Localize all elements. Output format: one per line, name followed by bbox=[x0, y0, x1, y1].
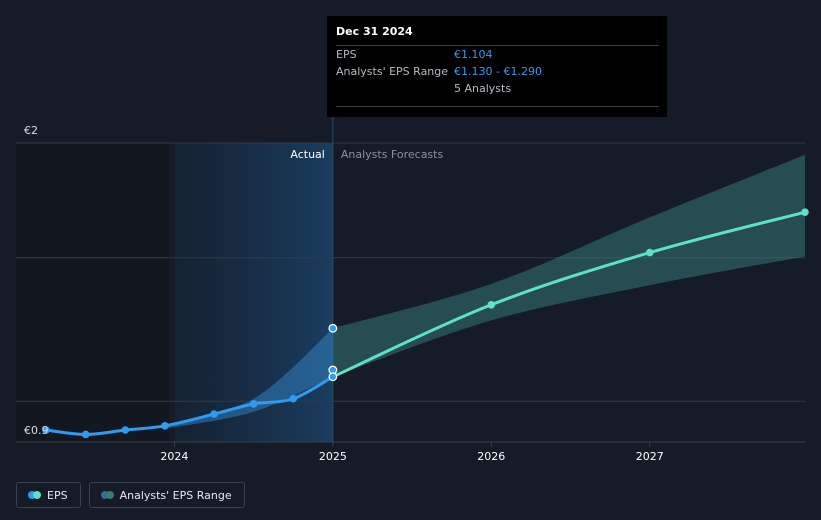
x-axis-ticks: 2024 2025 2026 2027 bbox=[160, 442, 664, 463]
eps-point-0[interactable] bbox=[42, 426, 50, 434]
tooltip-eps-row: EPS €1.104 bbox=[336, 45, 659, 63]
tooltip-range-row: Analysts' EPS Range €1.130 - €1.290 bbox=[336, 63, 659, 80]
eps-range-actual-band bbox=[164, 328, 333, 429]
tooltip-analysts-count: 5 Analysts bbox=[454, 82, 512, 95]
gridlines bbox=[16, 142, 805, 402]
legend: EPS Analysts' EPS Range bbox=[16, 482, 245, 508]
eps-point-6[interactable] bbox=[289, 394, 298, 403]
legend-eps-icon bbox=[28, 491, 41, 499]
eps-point-2[interactable] bbox=[121, 426, 130, 434]
highlight-point-2[interactable] bbox=[328, 372, 338, 382]
legend-eps-range-icon bbox=[100, 491, 114, 499]
eps-forecast-point-1[interactable] bbox=[645, 248, 654, 257]
legend-eps-label: EPS bbox=[47, 488, 68, 502]
actual-label: Actual bbox=[290, 148, 324, 161]
x-tick-label-3: 2027 bbox=[636, 450, 664, 463]
eps-forecast-point-2[interactable] bbox=[801, 208, 809, 216]
tooltip-range-label: Analysts' EPS Range bbox=[336, 65, 449, 78]
y-axis-ticks: €2 €0.9 bbox=[24, 124, 49, 437]
tooltip-analysts-row: 5 Analysts bbox=[336, 80, 659, 107]
x-tick-label-0: 2024 bbox=[160, 450, 188, 463]
highlight-point-0[interactable] bbox=[328, 323, 338, 333]
actual-region bbox=[174, 143, 333, 442]
legend-eps-range-label: Analysts' EPS Range bbox=[119, 488, 232, 502]
eps-point-1[interactable] bbox=[81, 430, 90, 439]
eps-forecast-point-0[interactable] bbox=[487, 300, 496, 309]
y-tick-label-1: €0.9 bbox=[24, 424, 49, 437]
tooltip-eps-label: EPS bbox=[336, 48, 357, 61]
legend-eps[interactable]: EPS bbox=[16, 482, 81, 508]
tooltip: Dec 31 2024 EPS €1.104 Analysts' EPS Ran… bbox=[327, 16, 667, 117]
tooltip-range-value: €1.130 - €1.290 bbox=[454, 65, 542, 78]
eps-point-5[interactable] bbox=[249, 400, 258, 408]
tooltip-date: Dec 31 2024 bbox=[336, 25, 413, 38]
x-tick-label-2: 2026 bbox=[477, 450, 505, 463]
legend-eps-range[interactable]: Analysts' EPS Range bbox=[88, 482, 245, 508]
eps-point-3[interactable] bbox=[161, 422, 169, 430]
eps-forecast-line bbox=[332, 210, 806, 379]
forecast-label: Analysts Forecasts bbox=[341, 148, 444, 161]
eps-point-4[interactable] bbox=[210, 410, 218, 418]
tooltip-eps-value: €1.104 bbox=[454, 48, 493, 61]
chart-left-shade bbox=[16, 143, 169, 443]
data-points bbox=[42, 208, 809, 439]
y-tick-label-0: €2 bbox=[24, 124, 38, 137]
x-tick-label-1: 2025 bbox=[319, 450, 347, 463]
